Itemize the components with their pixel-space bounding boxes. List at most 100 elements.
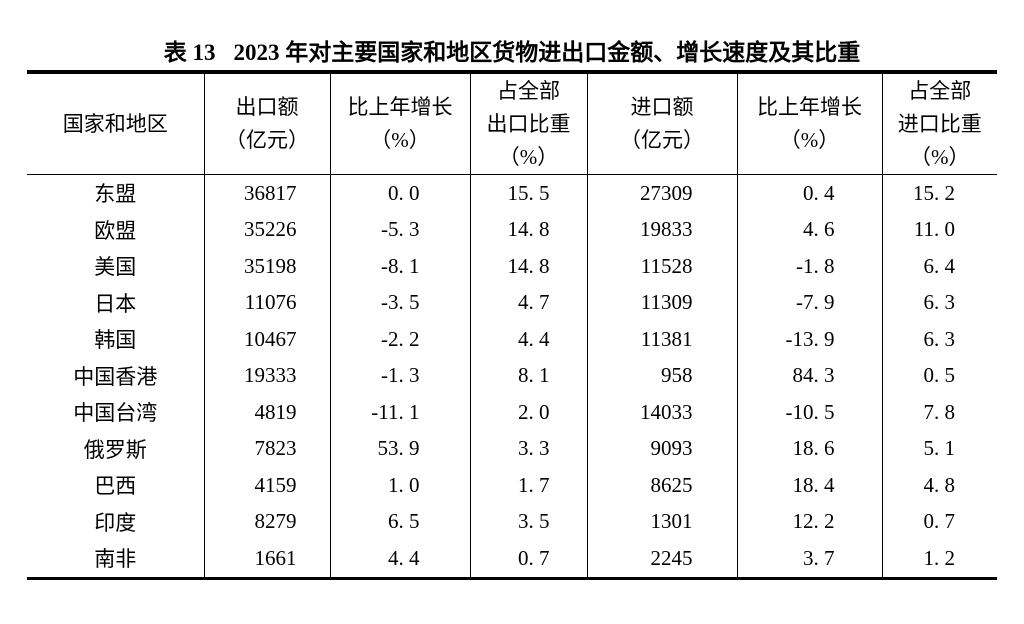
cell-export-value: 36817 — [203, 174, 330, 212]
cell-import-share: 0. 7 — [881, 503, 997, 540]
cell-import-growth: -1. 8 — [736, 248, 882, 285]
header-line: 国家和地区 — [62, 111, 168, 136]
cell-region: 中国香港 — [73, 364, 158, 389]
table-number: 表 13 — [163, 40, 216, 65]
cell-import-growth: 0. 4 — [736, 174, 882, 212]
header-line: 占全部 — [497, 78, 560, 103]
header-line: 比上年增长 — [757, 95, 862, 119]
cell-export-share: 8. 1 — [469, 357, 587, 394]
col-header-import-value: 进口额 （亿元） — [586, 72, 737, 175]
cell-export-growth: -8. 1 — [329, 248, 470, 285]
header-line: 出口比重 — [486, 111, 571, 136]
cell-import-share: 1. 2 — [881, 540, 997, 578]
table-row: 巴西 4159 1. 0 1. 7 8625 18. 4 4. 8 — [27, 467, 997, 504]
cell-export-value: 35198 — [203, 248, 330, 285]
cell-import-value: 14033 — [586, 394, 737, 431]
cell-export-growth: 0. 0 — [329, 174, 470, 212]
cell-import-share: 6. 4 — [881, 248, 997, 285]
table-row: 欧盟 35226 -5. 3 14. 8 19833 4. 6 11. 0 — [27, 211, 997, 248]
cell-export-share: 4. 4 — [469, 321, 587, 358]
cell-export-growth: -3. 5 — [329, 284, 470, 321]
cell-import-value: 11381 — [586, 321, 737, 358]
cell-export-share: 0. 7 — [469, 540, 587, 578]
cell-import-share: 15. 2 — [881, 174, 997, 212]
cell-export-value: 11076 — [203, 284, 330, 321]
table-row: 中国香港 19333 -1. 3 8. 1 958 84. 3 0. 5 — [27, 357, 997, 394]
col-header-import-growth: 比上年增长 （%） — [736, 72, 882, 175]
cell-export-value: 10467 — [203, 321, 330, 358]
cell-export-value: 8279 — [203, 503, 330, 540]
cell-region: 印度 — [94, 510, 137, 535]
cell-export-growth: -2. 2 — [329, 321, 470, 358]
header-line: 比上年增长 — [347, 95, 453, 119]
cell-export-value: 35226 — [203, 211, 330, 248]
cell-region: 欧盟 — [94, 218, 137, 243]
table-title: 表 13 2023 年对主要国家和地区货物进出口金额、增长速度及其比重 — [0, 33, 1024, 67]
cell-export-value: 4159 — [203, 467, 330, 504]
table-row: 南非 1661 4. 4 0. 7 2245 3. 7 1. 2 — [27, 540, 997, 578]
header-line: （亿元） — [620, 128, 704, 152]
header-line: 进口比重 — [897, 111, 982, 136]
table-row: 东盟 36817 0. 0 15. 5 27309 0. 4 15. 2 — [27, 174, 997, 212]
cell-import-value: 27309 — [586, 174, 737, 212]
cell-import-share: 4. 8 — [881, 467, 997, 504]
table-row: 印度 8279 6. 5 3. 5 1301 12. 2 0. 7 — [27, 503, 997, 540]
cell-import-growth: 4. 6 — [736, 211, 882, 248]
cell-export-growth: -1. 3 — [329, 357, 470, 394]
cell-import-growth: 12. 2 — [736, 503, 882, 540]
cell-import-share: 7. 8 — [881, 394, 997, 431]
cell-import-value: 9093 — [586, 430, 737, 467]
cell-export-growth: 6. 5 — [329, 503, 470, 540]
cell-import-growth: -13. 9 — [736, 321, 882, 358]
header-row: 国家和地区 出口额 （亿元） 比上年增长 （%） 占全部 出口比重 （%） 进口… — [27, 72, 997, 175]
trade-table: 国家和地区 出口额 （亿元） 比上年增长 （%） 占全部 出口比重 （%） 进口… — [27, 70, 997, 580]
cell-export-value: 4819 — [203, 394, 330, 431]
cell-import-value: 11309 — [586, 284, 737, 321]
header-line: 进口额 — [630, 95, 694, 119]
cell-export-growth: -5. 3 — [329, 211, 470, 248]
cell-region: 中国台湾 — [73, 401, 158, 426]
table-row: 韩国 10467 -2. 2 4. 4 11381 -13. 9 6. 3 — [27, 321, 997, 358]
cell-import-growth: 84. 3 — [736, 357, 882, 394]
header-line: （%） — [910, 144, 970, 169]
cell-export-share: 2. 0 — [469, 394, 587, 431]
table-row: 俄罗斯 7823 53. 9 3. 3 9093 18. 6 5. 1 — [27, 430, 997, 467]
cell-export-growth: 4. 4 — [329, 540, 470, 578]
cell-region: 韩国 — [94, 328, 137, 353]
cell-import-share: 6. 3 — [881, 321, 997, 358]
cell-import-growth: -10. 5 — [736, 394, 882, 431]
cell-export-share: 14. 8 — [469, 248, 587, 285]
cell-export-value: 19333 — [203, 357, 330, 394]
cell-export-share: 3. 5 — [469, 503, 587, 540]
cell-import-value: 11528 — [586, 248, 737, 285]
cell-export-value: 1661 — [203, 540, 330, 578]
header-line: 占全部 — [908, 78, 972, 103]
cell-export-share: 4. 7 — [469, 284, 587, 321]
col-header-region: 国家和地区 — [27, 72, 204, 175]
cell-region: 巴西 — [94, 474, 137, 499]
cell-export-share: 15. 5 — [469, 174, 587, 212]
header-line: 出口额 — [235, 95, 299, 119]
cell-import-value: 8625 — [586, 467, 737, 504]
cell-import-value: 958 — [586, 357, 737, 394]
table-title-text: 2023 年对主要国家和地区货物进出口金额、增长速度及其比重 — [233, 40, 861, 65]
col-header-import-share: 占全部 进口比重 （%） — [881, 72, 997, 175]
cell-region: 俄罗斯 — [83, 437, 147, 462]
col-header-export-value: 出口额 （亿元） — [203, 72, 330, 175]
cell-import-share: 6. 3 — [881, 284, 997, 321]
table-row: 中国台湾 4819 -11. 1 2. 0 14033 -10. 5 7. 8 — [27, 394, 997, 431]
cell-import-share: 0. 5 — [881, 357, 997, 394]
cell-export-growth: 53. 9 — [329, 430, 470, 467]
cell-export-growth: 1. 0 — [329, 467, 470, 504]
cell-region: 东盟 — [94, 182, 137, 207]
table-row: 日本 11076 -3. 5 4. 7 11309 -7. 9 6. 3 — [27, 284, 997, 321]
table-row: 美国 35198 -8. 1 14. 8 11528 -1. 8 6. 4 — [27, 248, 997, 285]
cell-import-value: 2245 — [586, 540, 737, 578]
cell-import-share: 11. 0 — [881, 211, 997, 248]
cell-import-value: 1301 — [586, 503, 737, 540]
cell-import-share: 5. 1 — [881, 430, 997, 467]
cell-export-growth: -11. 1 — [329, 394, 470, 431]
col-header-export-share: 占全部 出口比重 （%） — [469, 72, 587, 175]
col-header-export-growth: 比上年增长 （%） — [329, 72, 470, 175]
